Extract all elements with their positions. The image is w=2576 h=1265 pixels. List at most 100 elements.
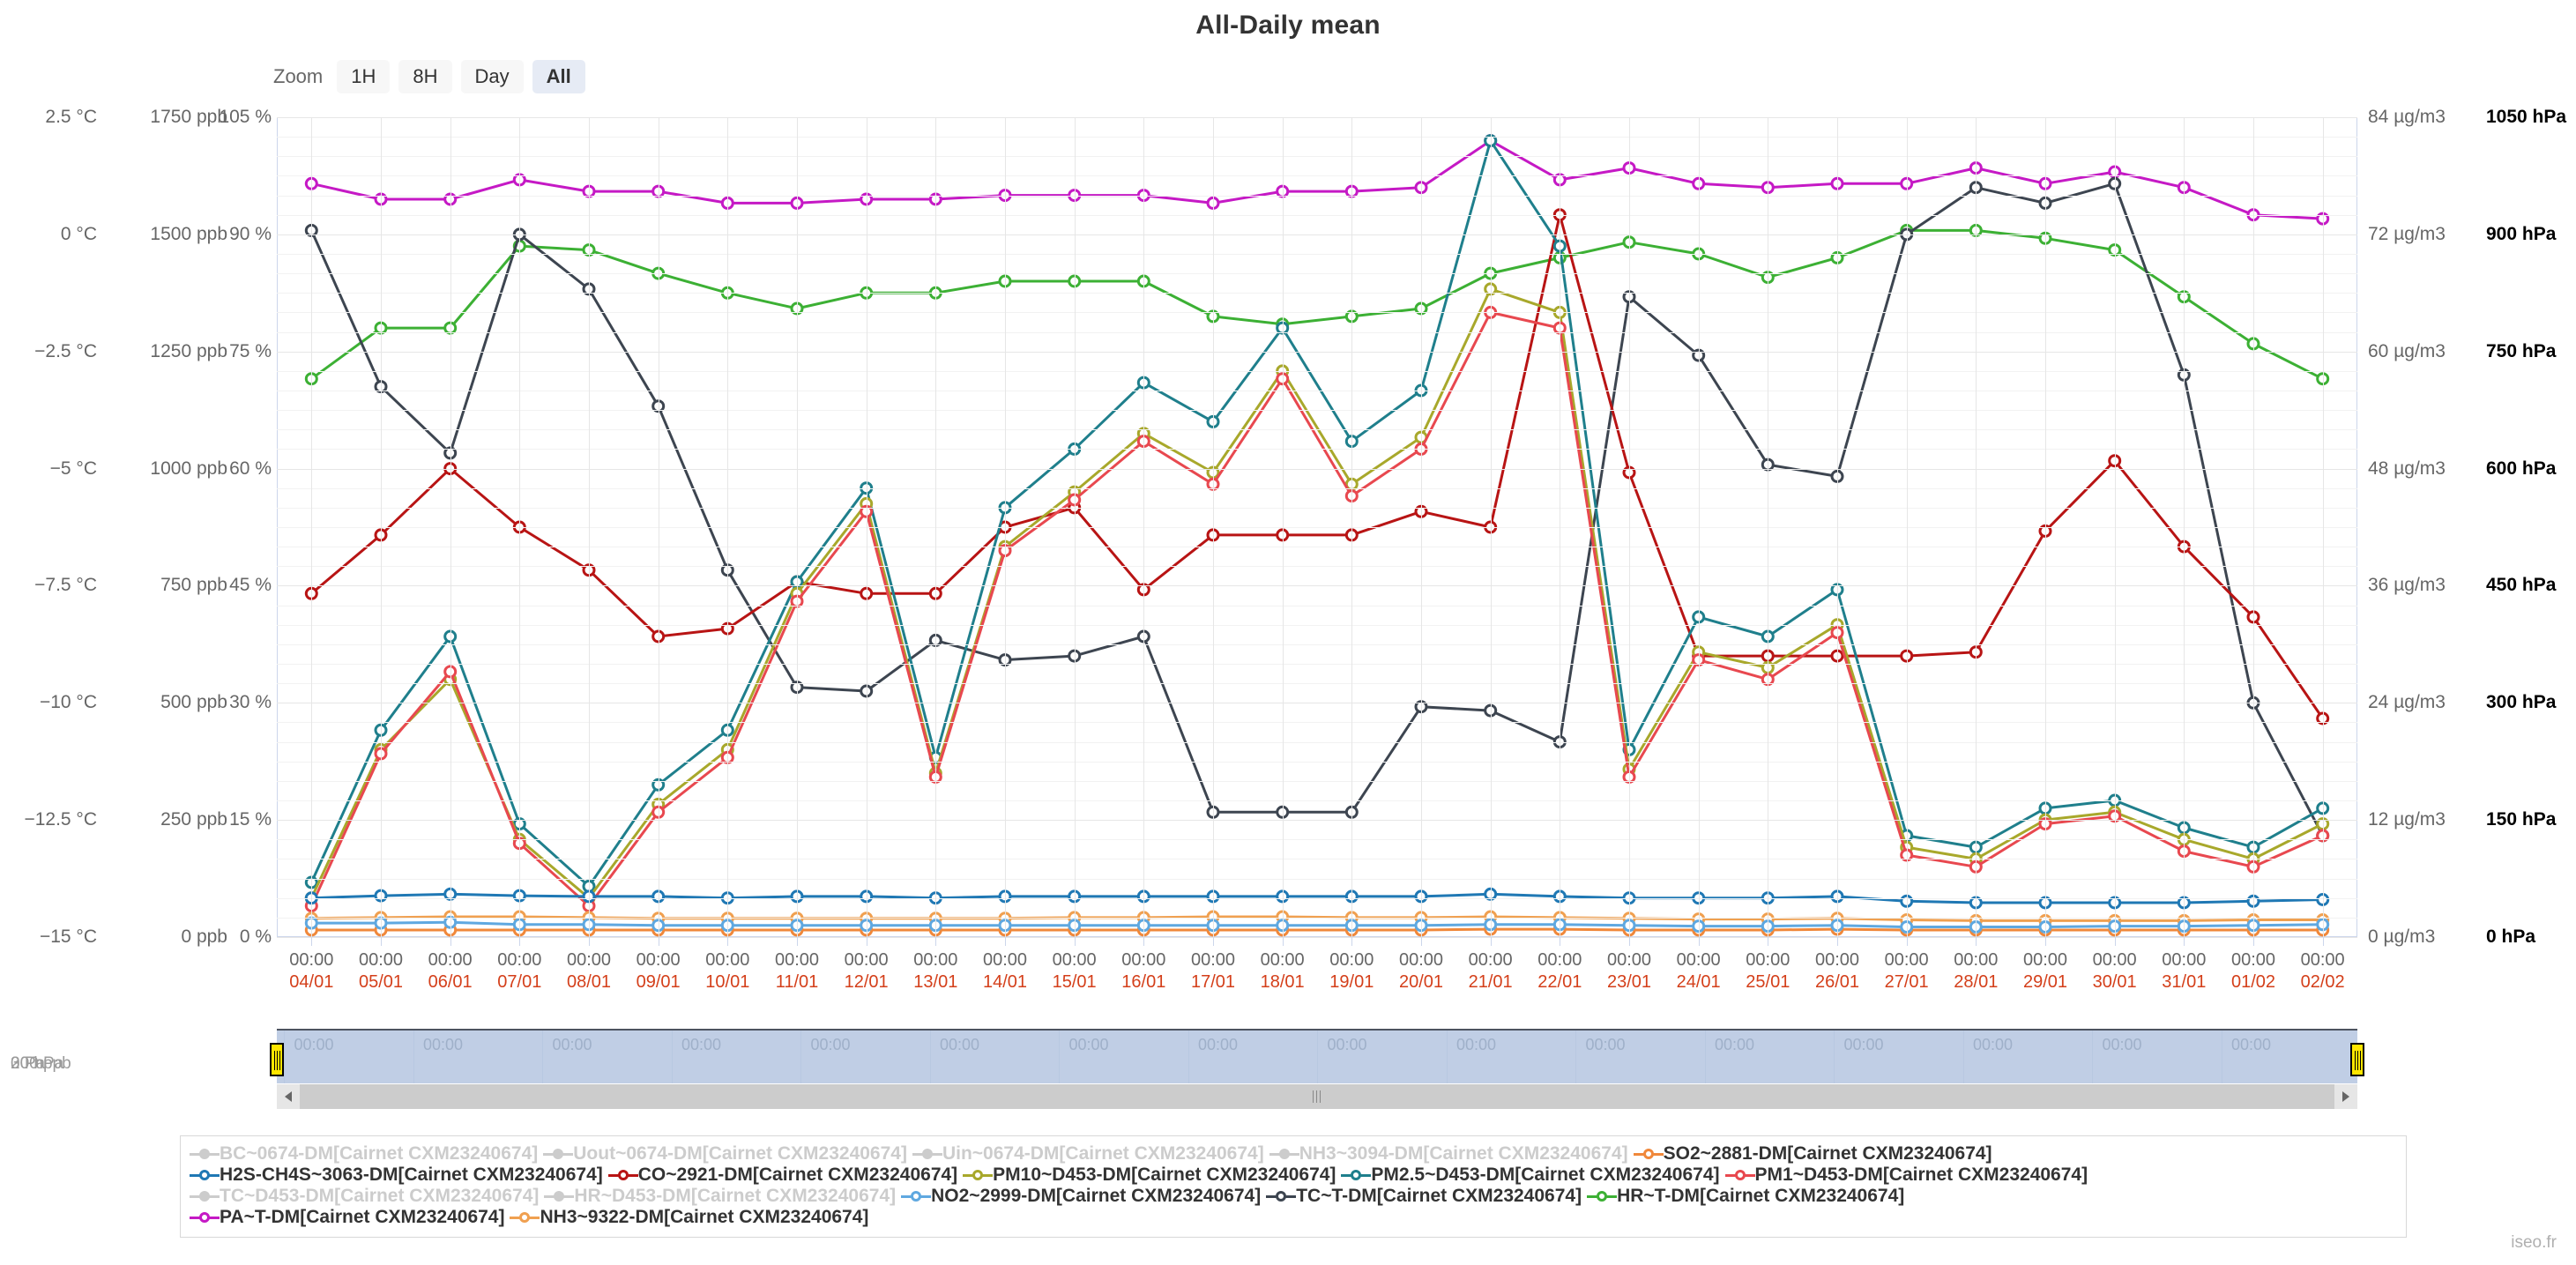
data-point[interactable]	[1969, 920, 1983, 934]
data-point[interactable]	[1761, 919, 1775, 934]
data-point[interactable]	[720, 563, 734, 577]
data-point[interactable]	[1761, 181, 1775, 195]
data-point[interactable]	[1761, 673, 1775, 687]
data-point[interactable]	[1344, 184, 1359, 198]
y-tick-label: 2.5 °C	[45, 107, 97, 127]
data-point[interactable]	[1761, 629, 1775, 644]
legend-item[interactable]: TC~T-DM[Cairnet CXM23240674]	[1266, 1186, 1582, 1207]
data-point[interactable]	[2177, 845, 2191, 859]
legend-item[interactable]: Uin~0674-DM[Cairnet CXM23240674]	[912, 1143, 1264, 1165]
data-point[interactable]	[928, 633, 942, 647]
data-point[interactable]	[1344, 489, 1359, 503]
navigator[interactable]: 00:00 00:00 00:00 00:00 00:00 00:00 00:00 00:00…	[270, 1029, 2364, 1095]
legend-item[interactable]: PM1~D453-DM[Cairnet CXM23240674]	[1724, 1165, 2088, 1186]
x-tick-date: 12/01	[844, 972, 889, 992]
data-point[interactable]	[1969, 645, 1983, 659]
data-point[interactable]	[2177, 919, 2191, 934]
legend-item[interactable]: BC~0674-DM[Cairnet CXM23240674]	[190, 1143, 538, 1165]
data-point[interactable]	[1552, 173, 1567, 187]
data-point[interactable]	[1136, 889, 1150, 904]
data-point[interactable]	[1969, 181, 1983, 195]
data-point[interactable]	[1761, 891, 1775, 905]
data-point[interactable]	[1136, 629, 1150, 644]
data-point[interactable]	[512, 817, 526, 831]
data-point[interactable]	[1552, 889, 1567, 904]
data-point[interactable]	[1552, 918, 1567, 932]
data-point[interactable]	[1136, 376, 1150, 390]
navigator-scrollbar[interactable]	[277, 1084, 2357, 1109]
data-point[interactable]	[720, 919, 734, 933]
data-point[interactable]	[1552, 208, 1567, 222]
data-point[interactable]	[1344, 309, 1359, 324]
x-tick-label: 00:00 25/01	[1746, 949, 1790, 993]
data-point[interactable]	[720, 621, 734, 636]
data-point[interactable]	[1552, 305, 1567, 319]
legend-item[interactable]: PA~T-DM[Cairnet CXM23240674]	[190, 1207, 504, 1228]
data-point[interactable]	[1552, 239, 1567, 253]
legend-item[interactable]: TC~D453-DM[Cairnet CXM23240674]	[190, 1186, 539, 1207]
data-point[interactable]	[720, 891, 734, 905]
data-point[interactable]	[1552, 321, 1567, 335]
data-point[interactable]	[304, 891, 318, 905]
data-point[interactable]	[1969, 223, 1983, 237]
data-point[interactable]	[512, 173, 526, 187]
legend-item[interactable]: SO2~2881-DM[Cairnet CXM23240674]	[1633, 1143, 1992, 1165]
legend-item[interactable]: NH3~3094-DM[Cairnet CXM23240674]	[1269, 1143, 1628, 1165]
data-point[interactable]	[304, 223, 318, 237]
data-point[interactable]	[1969, 161, 1983, 175]
navigator-handle-right[interactable]	[2350, 1043, 2364, 1076]
data-point[interactable]	[1344, 919, 1359, 933]
data-point[interactable]	[304, 176, 318, 190]
scroll-right-button[interactable]	[2334, 1084, 2357, 1109]
legend-item[interactable]: CO~2921-DM[Cairnet CXM23240674]	[607, 1165, 957, 1186]
data-point[interactable]	[1761, 458, 1775, 472]
data-point[interactable]	[2177, 181, 2191, 195]
data-point[interactable]	[1344, 805, 1359, 819]
data-point[interactable]	[720, 196, 734, 210]
data-point[interactable]	[512, 918, 526, 932]
data-point[interactable]	[304, 586, 318, 600]
data-point[interactable]	[304, 875, 318, 889]
x-tick-time: 00:00	[497, 950, 542, 970]
legend-item[interactable]: PM10~D453-DM[Cairnet CXM23240674]	[963, 1165, 1336, 1186]
data-point[interactable]	[928, 586, 942, 600]
data-point[interactable]	[1969, 896, 1983, 910]
data-point[interactable]	[512, 837, 526, 851]
zoom-button-8h[interactable]: 8H	[398, 60, 452, 94]
data-point[interactable]	[1344, 435, 1359, 449]
data-point[interactable]	[928, 891, 942, 905]
data-point[interactable]	[2177, 290, 2191, 304]
data-point[interactable]	[928, 919, 942, 933]
data-point[interactable]	[928, 192, 942, 206]
navigator-body[interactable]: 00:00 00:00 00:00 00:00 00:00 00:00 00:00 00:00…	[270, 1031, 2364, 1083]
scrollbar-track[interactable]	[300, 1084, 2334, 1109]
data-point[interactable]	[720, 723, 734, 737]
data-point[interactable]	[1344, 528, 1359, 542]
legend-item[interactable]: HR~D453-DM[Cairnet CXM23240674]	[544, 1186, 896, 1207]
legend-item[interactable]: Uout~0674-DM[Cairnet CXM23240674]	[543, 1143, 907, 1165]
data-point[interactable]	[2177, 368, 2191, 382]
data-point[interactable]	[304, 372, 318, 386]
data-point[interactable]	[1969, 859, 1983, 874]
navigator-handle-left[interactable]	[270, 1043, 284, 1076]
legend-item[interactable]: HR~T-DM[Cairnet CXM23240674]	[1587, 1186, 1904, 1207]
data-point[interactable]	[1136, 583, 1150, 597]
data-point[interactable]	[928, 770, 942, 784]
legend-item[interactable]: NH3~9322-DM[Cairnet CXM23240674]	[510, 1207, 868, 1228]
scroll-left-button[interactable]	[277, 1084, 300, 1109]
legend-item[interactable]: H2S-CH4S~3063-DM[Cairnet CXM23240674]	[190, 1165, 603, 1186]
zoom-button-day[interactable]: Day	[460, 60, 524, 94]
data-point[interactable]	[720, 750, 734, 764]
data-point[interactable]	[1761, 271, 1775, 285]
data-point[interactable]	[1136, 919, 1150, 933]
data-point[interactable]	[1136, 274, 1150, 288]
data-point[interactable]	[2177, 896, 2191, 910]
navigator-selection-mask[interactable]	[277, 1031, 2357, 1083]
data-point[interactable]	[1136, 435, 1150, 449]
legend-item[interactable]: NO2~2999-DM[Cairnet CXM23240674]	[901, 1186, 1261, 1207]
legend-item[interactable]: PM2.5~D453-DM[Cairnet CXM23240674]	[1341, 1165, 1720, 1186]
data-point[interactable]	[1344, 889, 1359, 904]
zoom-button-all[interactable]: All	[532, 60, 585, 94]
zoom-button-1h[interactable]: 1H	[337, 60, 391, 94]
data-point[interactable]	[2177, 539, 2191, 554]
